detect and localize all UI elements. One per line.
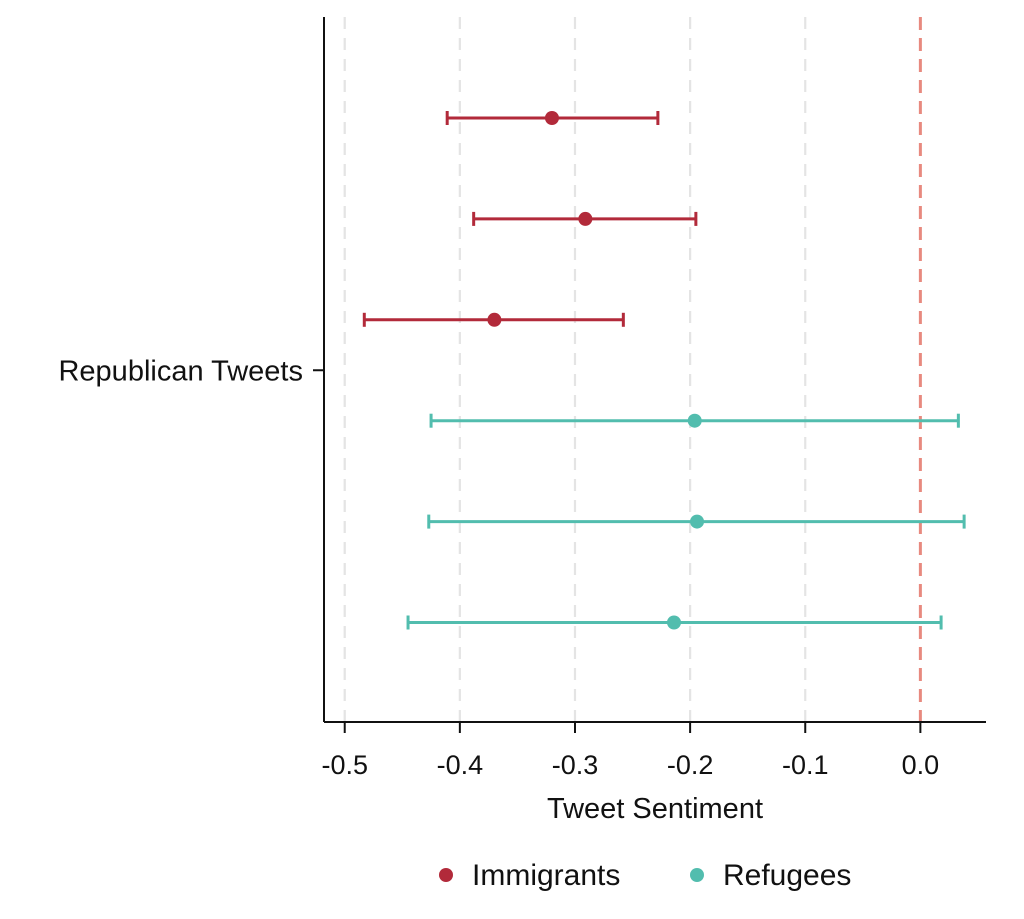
x-tick-label: -0.4 [437,750,484,780]
legend-label: Immigrants [472,859,620,892]
estimate-row [429,413,960,428]
x-axis-ticks: -0.5 -0.4 -0.3 -0.2 -0.1 0.0 [321,722,939,780]
estimate-row [406,615,943,630]
series-marks [362,111,966,630]
x-tick-label: -0.5 [321,750,368,780]
legend-label: Refugees [723,859,851,892]
vertical-gridlines [343,17,807,722]
axes: Republican Tweets [58,17,986,723]
x-tick-label: 0.0 [902,750,940,780]
y-category-label: Republican Tweets [58,355,303,387]
point-estimate [687,413,702,428]
legend-item: Refugees [690,859,851,892]
point-estimate [544,111,559,125]
x-axis-title: Tweet Sentiment [547,793,763,825]
legend-item: Immigrants [439,859,620,892]
legend-marker [439,868,453,882]
estimate-row [472,211,698,226]
estimate-row [445,111,660,125]
point-estimate [487,312,502,327]
point-estimate [666,615,681,630]
point-estimate [690,514,705,529]
estimate-row [427,514,966,529]
point-estimate [578,211,593,226]
estimate-row [362,312,625,327]
legend-marker [690,868,704,882]
x-tick-label: -0.2 [667,750,714,780]
x-tick-label: -0.1 [782,750,829,780]
x-tick-label: -0.3 [552,750,599,780]
legend: Immigrants Refugees [439,859,851,892]
